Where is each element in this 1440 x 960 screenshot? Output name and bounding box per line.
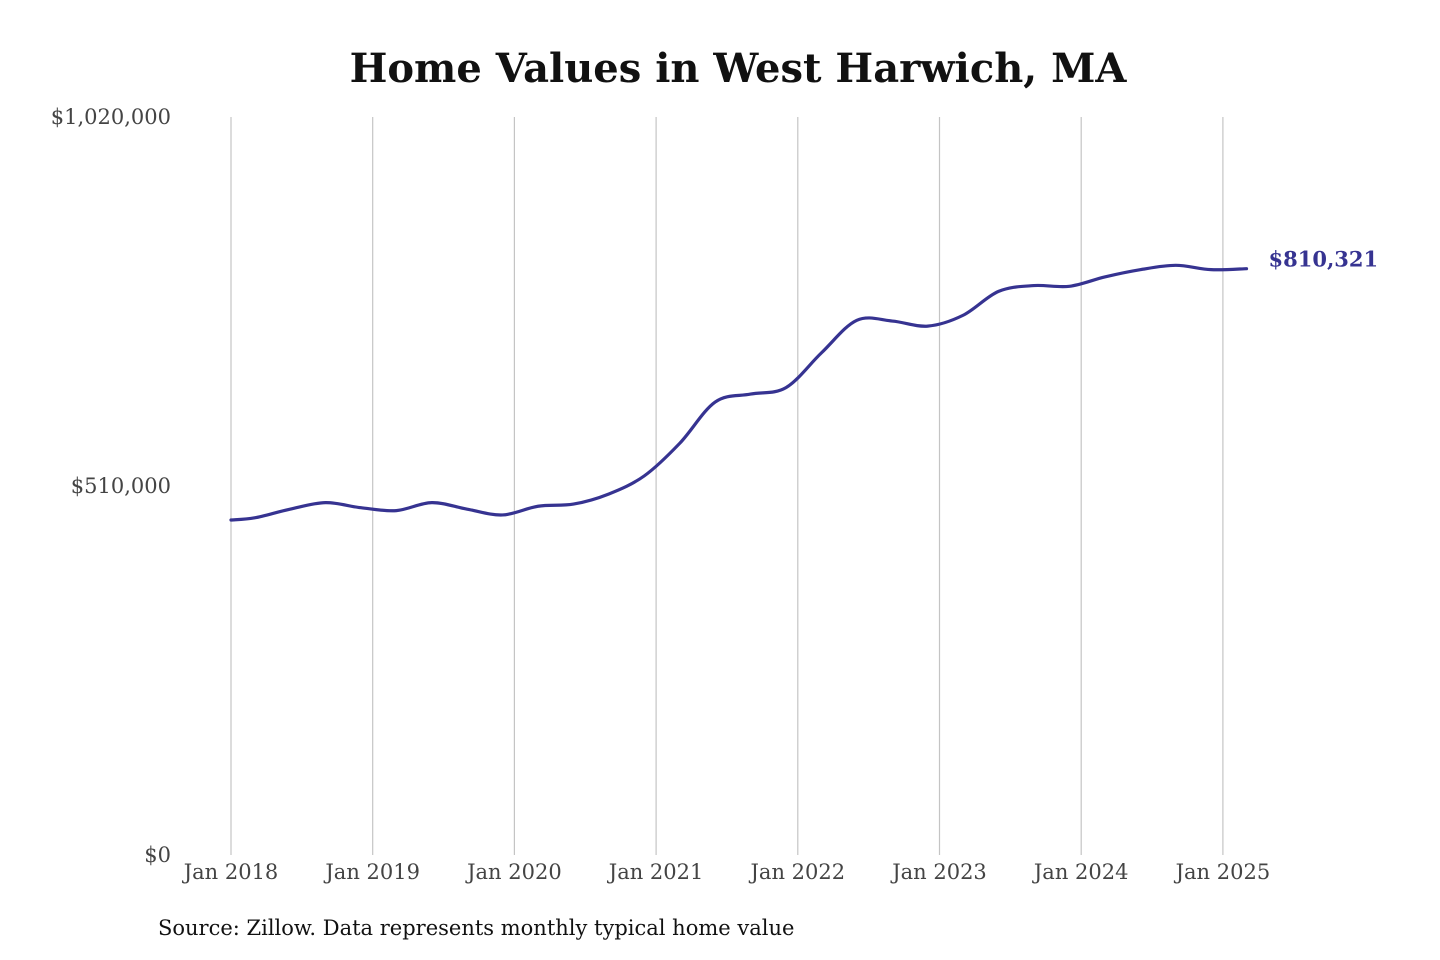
y-tick-label: $1,020,000 [51,105,171,129]
y-tick-label: $510,000 [71,474,171,498]
x-tick-label: Jan 2019 [323,860,420,884]
end-value-label: $810,321 [1269,247,1379,272]
chart-title: Home Values in West Harwich, MA [349,45,1127,92]
series-line [229,263,1249,522]
x-tick-label: Jan 2020 [465,860,562,884]
x-tick-label: Jan 2022 [749,860,846,884]
x-tick-label: Jan 2021 [607,860,704,884]
series-group [229,263,1249,522]
grid-lines [230,117,1224,855]
x-tick-label: Jan 2025 [1174,860,1271,884]
x-tick-label: Jan 2024 [1032,860,1129,884]
y-tick-label: $0 [144,843,171,867]
source-note: Source: Zillow. Data represents monthly … [158,916,795,940]
y-axis-ticks: $1,020,000 $510,000 $0 [51,105,171,867]
x-tick-label: Jan 2023 [890,860,987,884]
x-tick-label: Jan 2018 [182,860,279,884]
x-axis-ticks: Jan 2018 Jan 2019 Jan 2020 Jan 2021 Jan 2022… [182,860,1270,884]
